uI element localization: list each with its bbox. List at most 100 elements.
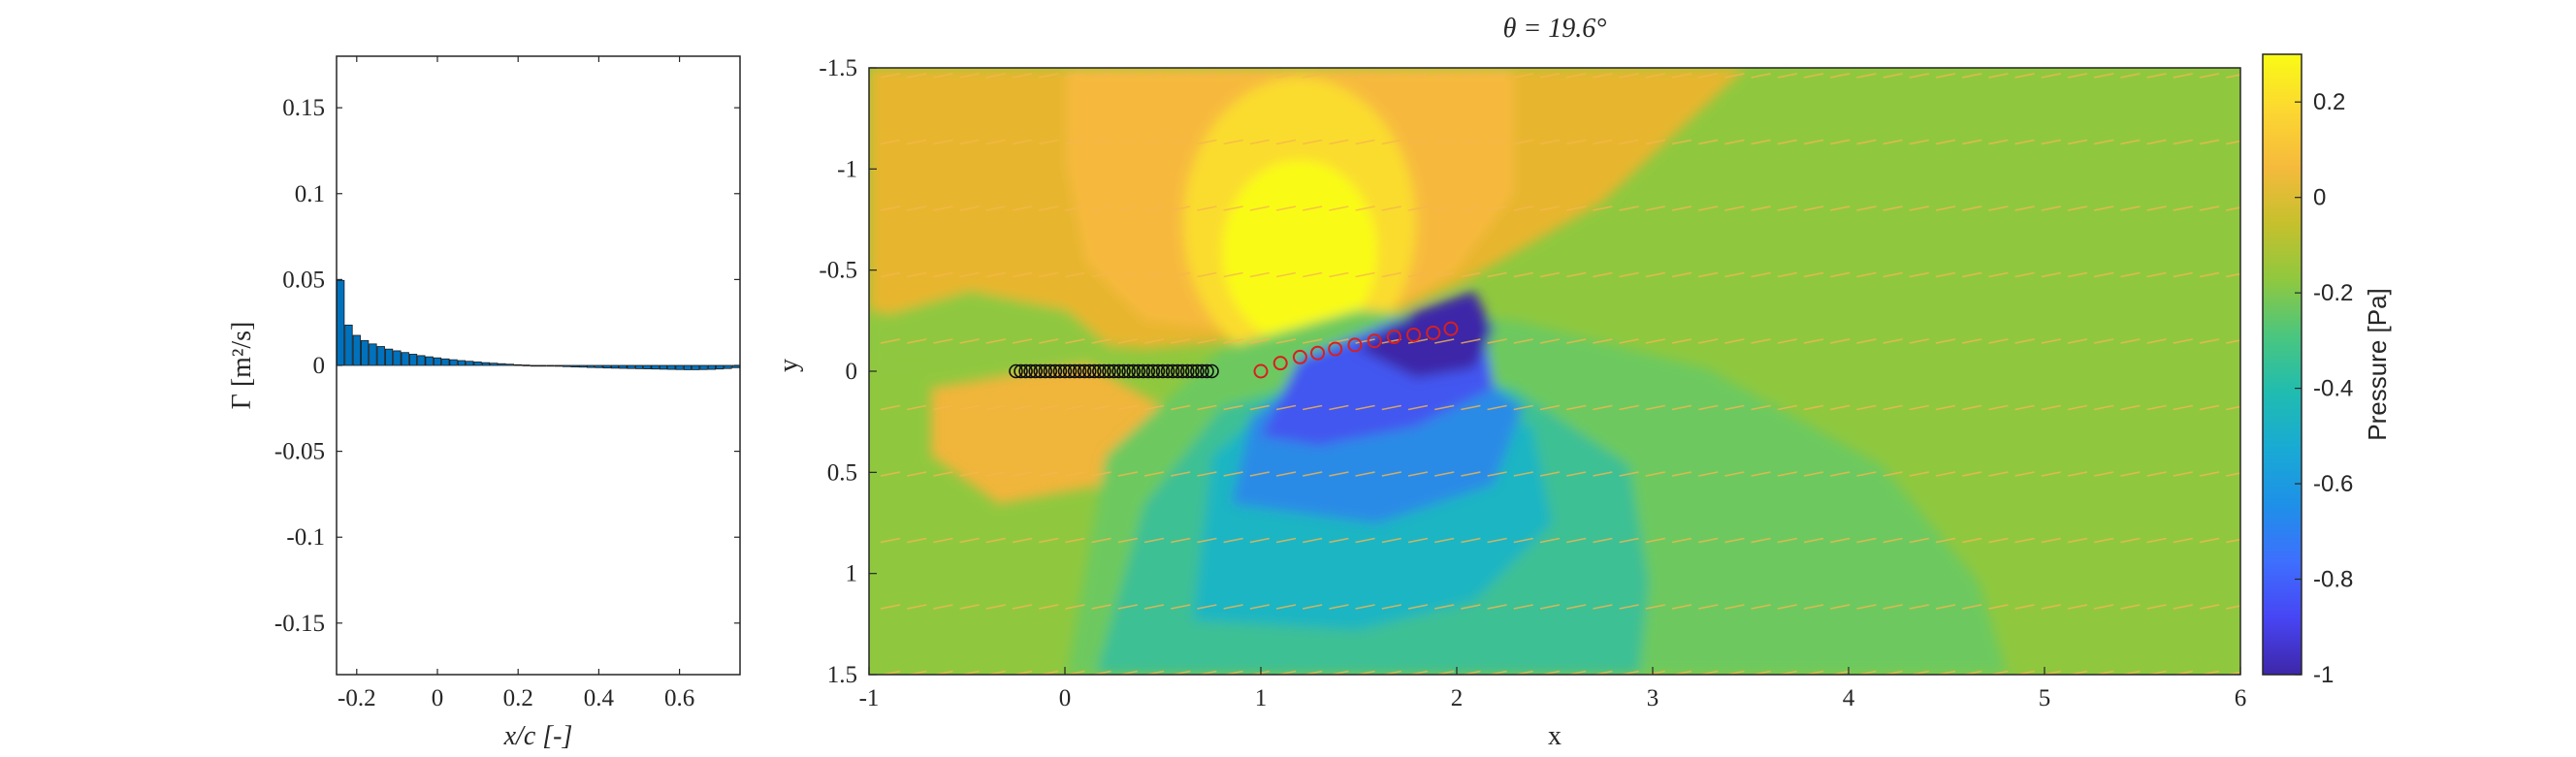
velocity-arrow: [985, 271, 1006, 278]
velocity-arrow: [2067, 537, 2088, 544]
pressure-contour-field: [869, 68, 2240, 675]
circulation-bar: [578, 364, 587, 368]
velocity-arrow: [1275, 537, 1297, 544]
velocity-arrow: [1909, 338, 1929, 344]
velocity-arrow: [1091, 537, 1111, 544]
velocity-arrow: [1803, 338, 1824, 344]
velocity-arrow: [1065, 338, 1085, 344]
velocity-arrow: [1803, 404, 1824, 411]
velocity-arrow: [1275, 271, 1297, 278]
wake-point: [1406, 327, 1422, 342]
velocity-arrow: [2041, 404, 2061, 411]
velocity-arrow: [1724, 73, 1745, 79]
colorbar-tick-label: -0.2: [2313, 280, 2353, 306]
plate-point: [1190, 363, 1205, 379]
velocity-arrow: [1671, 537, 1692, 544]
velocity-arrow: [2041, 537, 2061, 544]
velocity-arrow: [1566, 404, 1587, 411]
velocity-arrow: [1751, 471, 1771, 477]
velocity-arrow: [1407, 471, 1429, 477]
velocity-arrow: [2014, 73, 2035, 79]
velocity-arrow: [1223, 537, 1243, 544]
left-x-tick-label: -0.2: [338, 685, 376, 711]
velocity-arrow: [1883, 139, 1903, 145]
velocity-arrow: [2173, 271, 2193, 278]
velocity-arrow: [1645, 537, 1665, 544]
circulation-bar: [683, 364, 692, 370]
velocity-arrow: [1803, 205, 1824, 211]
colorbar-tick-label: -0.4: [2313, 376, 2353, 402]
velocity-arrow: [1329, 271, 1349, 278]
velocity-arrow: [1619, 271, 1639, 278]
velocity-arrow: [1566, 338, 1587, 344]
velocity-arrow: [2199, 604, 2220, 610]
pressure-plot-title: θ = 19.6°: [1503, 14, 1607, 44]
plate-point: [1155, 363, 1171, 379]
velocity-arrow: [1197, 404, 1217, 411]
velocity-arrow: [1830, 271, 1851, 278]
velocity-arrow: [2041, 139, 2061, 145]
velocity-arrow: [1830, 73, 1851, 79]
velocity-arrow: [1777, 205, 1797, 211]
velocity-arrow: [2226, 206, 2240, 211]
velocity-arrow: [1883, 205, 1903, 211]
velocity-arrow: [1593, 271, 1613, 278]
velocity-arrow: [2120, 537, 2141, 544]
velocity-arrow: [1566, 537, 1587, 544]
circulation-bar: [586, 364, 596, 368]
left-y-tick-label: 0.1: [295, 181, 325, 207]
wake-point: [1443, 321, 1459, 336]
velocity-arrow: [1487, 471, 1507, 477]
velocity-arrow: [1197, 205, 1217, 211]
velocity-arrow: [907, 139, 927, 145]
velocity-arrow: [1962, 537, 1982, 544]
velocity-arrow: [1407, 338, 1429, 344]
velocity-arrow: [2173, 471, 2193, 477]
plate-point: [1062, 363, 1078, 379]
velocity-arrow: [1434, 537, 1455, 544]
circulation-bar: [692, 364, 700, 370]
velocity-arrow: [1487, 537, 1507, 544]
left-y-tick-label: -0.1: [286, 524, 325, 551]
velocity-arrow: [1461, 338, 1481, 344]
velocity-arrow: [1513, 471, 1533, 477]
velocity-arrow: [1593, 471, 1613, 477]
velocity-arrow: [1381, 604, 1401, 610]
velocity-arrow: [2041, 471, 2061, 477]
velocity-arrow: [2094, 271, 2114, 278]
colorbar-ticks: 0.2 0 -0.2 -0.4 -0.6 -0.8 -1: [2295, 89, 2353, 688]
velocity-arrow: [1909, 271, 1929, 278]
velocity-arrow: [2067, 338, 2088, 344]
velocity-arrow: [1566, 73, 1587, 79]
circulation-bar: [376, 346, 385, 366]
pressure-colorbar: 0.2 0 -0.2 -0.4 -0.6 -0.8 -1 Pressure [Pa]: [2262, 53, 2392, 688]
contour-yellow-core: [1222, 160, 1377, 344]
velocity-arrow: [2067, 604, 2088, 610]
velocity-arrow: [1751, 139, 1771, 145]
velocity-arrow: [2199, 205, 2220, 211]
circulation-bar: [490, 363, 499, 366]
velocity-arrow: [1619, 471, 1639, 477]
velocity-arrow: [1117, 139, 1138, 145]
velocity-arrow: [959, 139, 980, 145]
velocity-arrow: [1856, 139, 1877, 145]
velocity-arrow: [1671, 404, 1692, 411]
velocity-arrow: [1012, 338, 1033, 344]
velocity-arrow: [1962, 604, 1982, 610]
velocity-arrow: [2173, 205, 2193, 211]
velocity-arrow: [2014, 604, 2035, 610]
velocity-arrow: [1407, 73, 1429, 79]
velocity-arrow: [1223, 404, 1243, 411]
velocity-arrow: [2094, 604, 2114, 610]
plate-point: [1047, 363, 1063, 379]
circulation-bar: [466, 361, 474, 366]
velocity-arrow: [1407, 139, 1429, 145]
velocity-arrow: [1223, 471, 1243, 477]
velocity-arrow: [1698, 471, 1719, 477]
velocity-arrow: [1566, 604, 1587, 610]
left-x-tick-label: 0: [432, 685, 444, 711]
plate-point: [1023, 363, 1038, 379]
velocity-arrow: [1249, 205, 1270, 211]
velocity-arrow: [1593, 205, 1613, 211]
velocity-arrow: [1988, 471, 2009, 477]
